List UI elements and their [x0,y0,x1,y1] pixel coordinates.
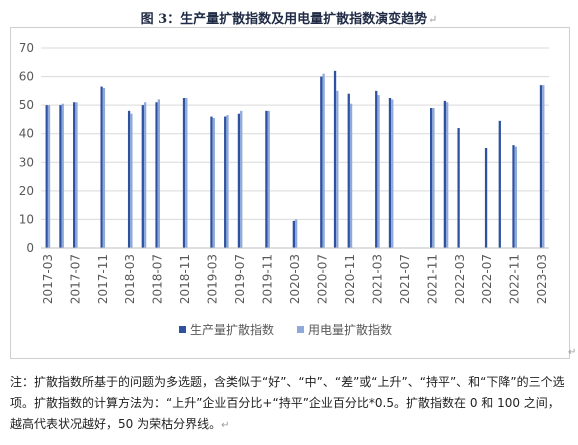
footnote: 注：扩散指数所基于的问题为多选题，含类似于“好”、“中”、“差”或“上升”、“持… [10,372,570,436]
bar-production [141,105,144,249]
bar-electricity [61,103,64,248]
x-tick-label: 2022-11 [508,254,522,304]
bar-electricity [226,115,229,249]
y-tick-label: 0 [26,241,34,255]
legend-label: 用电量扩散指数 [308,322,392,337]
bar-electricity [542,85,545,248]
bar-production [333,70,337,248]
chart-frame: 0 10 20 30 40 50 60 70 2017-03 2017-07 2017-11 2018… [10,27,570,359]
legend-swatch [297,326,304,333]
x-tick-label: 2022-07 [480,254,494,304]
bar-electricity [391,99,394,248]
bar-production [498,120,501,248]
x-tick-label: 2023-03 [535,254,549,304]
bar-production [388,98,392,248]
y-tick-label: 50 [19,98,34,112]
bar-electricity [47,105,51,249]
paragraph-mark-icon: ↵ [428,13,438,26]
x-tick-label: 2021-03 [370,254,384,304]
x-tick-label: 2021-07 [398,254,412,304]
y-tick-label: 70 [19,41,34,55]
chart-title: 图 3：生产量扩散指数及用电量扩散指数演变趋势↵ [0,8,578,27]
x-tick-label: 2020-03 [288,254,302,304]
y-tick-label: 60 [19,70,34,84]
x-tick-label: 2019-03 [206,254,220,304]
bar-electricity [322,73,325,248]
bar-electricity [185,98,188,248]
bar-electricity [514,146,517,248]
x-tick-label: 2020-07 [315,254,329,304]
bar-electricity [446,102,449,249]
legend-swatch [179,326,186,333]
paragraph-mark-icon: ↵ [221,420,230,431]
bar-electricity [143,102,147,249]
x-tick-label: 2022-03 [453,254,467,304]
bar-electricity [267,110,270,248]
y-tick-label: 20 [19,184,34,198]
paragraph-mark-icon: ↵ [568,347,577,358]
bar-electricity [295,219,298,248]
bar-production [429,108,433,248]
bar-production [45,105,48,249]
bar-production [127,110,131,248]
bar-electricity [102,88,106,248]
x-tick-label: 2020-11 [343,254,357,304]
y-tick-label: 30 [19,155,34,169]
legend-label: 生产量扩散指数 [190,322,274,337]
bar-production [443,100,447,248]
x-tick-label: 2019-07 [233,254,247,304]
bar-production [155,102,158,249]
x-tick-label: 2019-11 [261,254,275,304]
y-tick-label: 40 [19,127,34,141]
bar-production [484,148,488,248]
bar-chart: 0 10 20 30 40 50 60 70 2017-03 2017-07 2017-11 2018… [19,41,549,337]
bar-electricity [212,118,215,248]
bar-production [375,90,378,248]
x-tick-label: 2018-07 [151,254,165,304]
bar-production [320,76,323,248]
x-tick-label: 2021-11 [425,254,439,304]
bar-production [292,220,295,248]
bar-electricity [377,95,380,249]
bar-production [224,116,227,248]
chart-title-text: 图 3：生产量扩散指数及用电量扩散指数演变趋势 [140,12,428,27]
bar-electricity [240,110,243,248]
bar-electricity [157,99,161,248]
bar-production [539,85,543,248]
bar-production [265,110,268,248]
bar-electricity [336,90,339,248]
x-tick-label: 2017-03 [41,254,55,304]
footnote-text: 注：扩散指数所基于的问题为多选题，含类似于“好”、“中”、“差”或“上升”、“持… [10,375,565,431]
bar-production [73,102,76,249]
x-tick-label: 2018-11 [178,254,192,304]
y-tick-label: 10 [19,212,34,226]
bar-electricity [75,102,78,249]
bar-production [457,128,460,248]
bar-electricity [130,113,133,248]
x-tick-label: 2017-07 [68,254,82,304]
bar-production [347,93,350,248]
bar-production [512,145,515,248]
bar-electricity [432,108,435,248]
bar-production [59,105,62,249]
bar-production [182,98,186,248]
x-tick-label: 2018-03 [123,254,137,304]
bar-electricity [349,103,353,248]
bar-production [210,116,213,248]
bar-production [100,86,103,248]
bar-production [237,113,241,248]
x-tick-label: 2017-11 [96,254,110,304]
